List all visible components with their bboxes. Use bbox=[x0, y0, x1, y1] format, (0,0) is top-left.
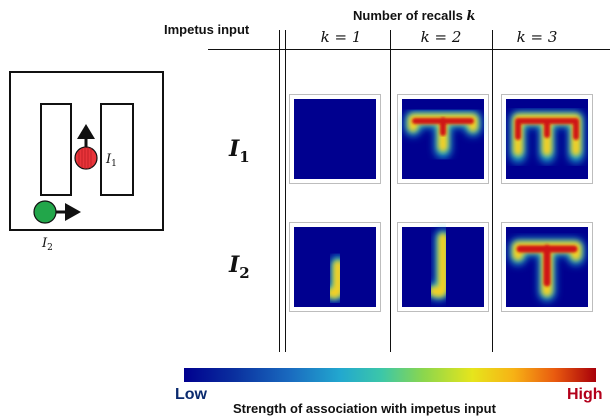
green-agent bbox=[33, 200, 57, 224]
heatmap-i2-k2 bbox=[397, 222, 489, 312]
maze-label-i2: I2 bbox=[42, 236, 53, 253]
colorbar-low-label: Low bbox=[175, 386, 207, 403]
divider-line-left-a bbox=[279, 30, 280, 352]
heatmap-i1-k3 bbox=[501, 94, 593, 184]
colorbar bbox=[184, 368, 596, 382]
row-label-i1: I1 bbox=[229, 136, 250, 166]
arrow-right-head bbox=[65, 203, 81, 221]
arrow-up-head bbox=[77, 124, 95, 139]
divider-line-col-1-2 bbox=[390, 30, 391, 352]
red-agent-stripes bbox=[78, 147, 92, 169]
row-label-i2: I2 bbox=[229, 252, 250, 282]
maze-diagram bbox=[9, 71, 164, 231]
impetus-input-header: Impetus input bbox=[164, 22, 250, 37]
divider-line-col-2-3 bbox=[492, 30, 493, 352]
colorbar-title: Strength of association with impetus inp… bbox=[233, 401, 496, 416]
maze-right-wall bbox=[100, 103, 134, 196]
colorbar-high-label: High bbox=[567, 386, 603, 403]
number-of-recalls-text: Number of recalls bbox=[353, 8, 467, 23]
recalls-variable: k bbox=[466, 9, 476, 24]
heatmap-i1-k2 bbox=[397, 94, 489, 184]
column-label-k3: k = 3 bbox=[516, 28, 558, 46]
number-of-recalls-header: Number of recalls k bbox=[353, 8, 475, 24]
header-rule bbox=[208, 49, 610, 50]
column-label-k2: k = 2 bbox=[420, 28, 462, 46]
heatmap-i1-k1 bbox=[289, 94, 381, 184]
divider-line-left-b bbox=[285, 30, 286, 352]
maze-left-wall bbox=[40, 103, 72, 196]
column-label-k1: k = 1 bbox=[320, 28, 362, 46]
maze-label-i1: I1 bbox=[106, 152, 117, 169]
red-agent bbox=[74, 146, 98, 170]
maze-outer-box bbox=[9, 71, 164, 231]
heatmap-i2-k1 bbox=[289, 222, 381, 312]
heatmap-i2-k3 bbox=[501, 222, 593, 312]
